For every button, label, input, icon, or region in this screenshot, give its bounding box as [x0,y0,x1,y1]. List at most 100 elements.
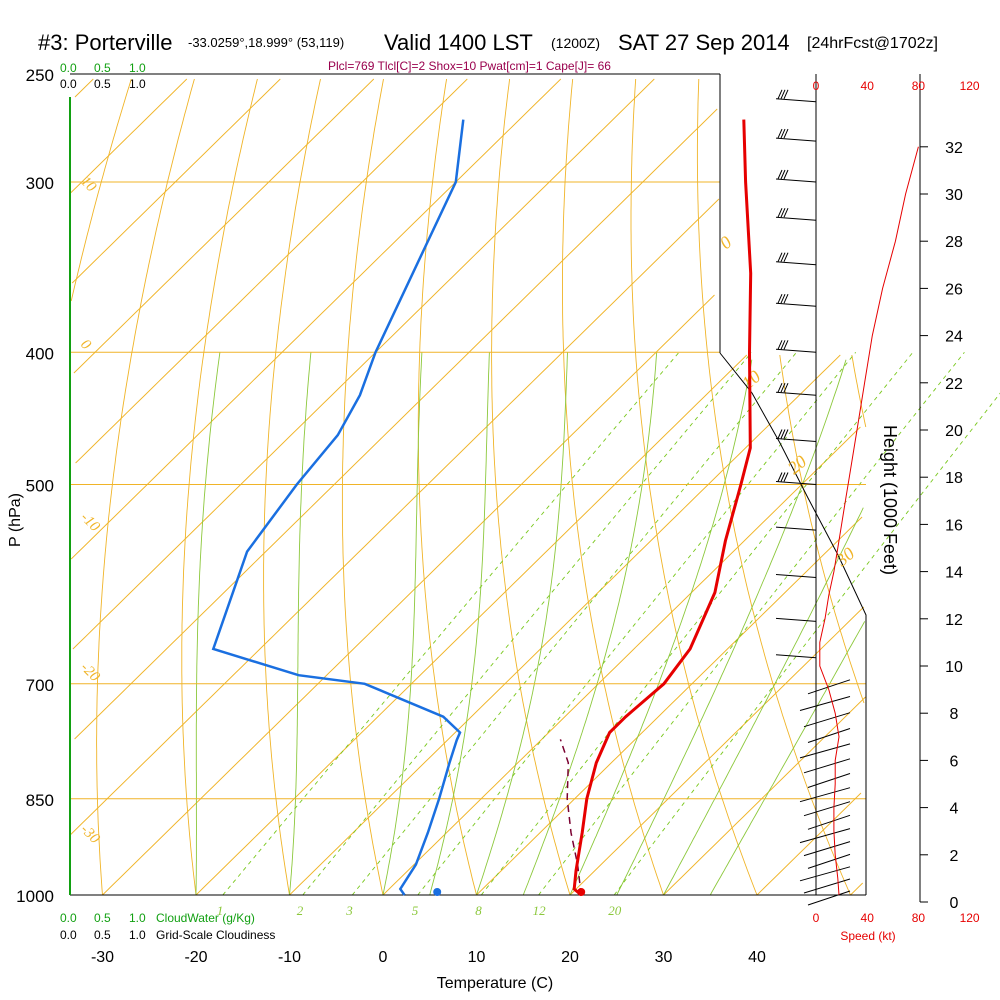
x-tick-label: 30 [655,949,673,966]
wind-barb [775,382,817,396]
speed-tick-label: 120 [960,79,980,93]
wind-barb [807,853,851,869]
stability-indices: Plcl=769 Tlcl[C]=2 Shox=10 Pwat[cm]=1 Ca… [328,59,611,73]
mixing-ratio-label: 2 [297,903,304,918]
isotherm [663,696,866,896]
cloudiness-scale-top-1: 0.5 [94,77,111,91]
height-tick-label: 26 [945,281,963,298]
mixing-ratio-label: 3 [345,903,353,918]
dry-adiabat [417,78,477,896]
y-tick-label: 250 [26,66,54,85]
wind-barb [807,890,851,906]
parcel-path-line [559,739,582,896]
dry-adiabat-lines [70,78,867,896]
surface-temperature-dot [577,888,586,896]
moist-adiabat [709,621,866,896]
height-tick-label: 28 [945,234,963,251]
x-tick-label: -10 [278,949,301,966]
dry-adiabat [341,78,384,896]
wind-barb [807,814,851,830]
wind-barb [807,728,851,743]
isotherm [69,198,720,836]
height-tick-label: 20 [945,423,963,440]
isotherm [71,78,281,284]
mixing-ratio-label: 20 [608,903,622,918]
x-tick-label: 20 [561,949,579,966]
wind-barb [775,89,817,103]
temperature-line [572,119,753,897]
y-tick-label: 400 [26,344,54,363]
wind-barb [799,787,851,803]
height-tick-label: 24 [945,329,963,346]
wind-barb [803,712,851,728]
cloudiness-label: Grid-Scale Cloudiness [156,928,275,942]
valid-time: Valid 1400 LST [384,30,533,55]
forecast-info: [24hrFcst@1702z] [807,35,938,52]
isotherm-label: 10 [77,174,99,196]
isotherm [476,516,863,896]
speed-tick-label: 40 [861,911,875,925]
x-tick-label: -20 [184,949,207,966]
valid-date: SAT 27 Sep 2014 [618,30,790,55]
dry-adiabat [696,78,851,896]
y-axis-label: P (hPa) [7,493,24,547]
height-tick-label: 32 [945,140,963,157]
mixing-ratio-line [480,352,914,896]
x-tick-label: 40 [748,949,766,966]
isotherm [850,882,864,896]
mixing-ratio-label: 8 [475,903,482,918]
y-tick-label: 850 [26,791,54,810]
wind-barb [799,866,851,882]
station-coords: -33.0259°,18.999° (53,119) [188,35,344,50]
cloudiness-scale-top-2: 1.0 [129,77,146,91]
speed-tick-label: 0 [813,911,820,925]
speed-tick-label: 0 [813,79,820,93]
isotherm [569,606,865,896]
cloudiness-scale-bottom-2: 1.0 [129,928,146,942]
wind-barbs [775,89,851,906]
isotherm [75,78,468,464]
dry-adiabat [263,78,321,896]
y-tick-label: 1000 [16,887,54,906]
adiabat-label: 0 [716,232,736,253]
wind-barb [775,293,817,307]
height-tick-label: 22 [945,376,963,393]
height-tick-label: 2 [950,848,959,865]
wind-barb [775,429,817,442]
wind-barb [803,758,851,774]
cloud-scale-bottom: 0.0 0.5 1.0 CloudWater (g/Kg) 0.0 0.5 1.… [60,911,275,942]
dry-adiabat [70,78,132,302]
wind-barb [775,128,817,142]
moist-adiabat [382,352,423,896]
y-tick-label: 300 [26,174,54,193]
station-title: #3: Porterville [38,30,173,55]
moist-adiabat [429,352,490,896]
isotherm [289,354,841,896]
plot-frame [70,73,867,896]
height-tick-label: 8 [950,706,959,723]
x-tick-label: -30 [91,949,114,966]
cloudiness-scale-bottom-1: 0.5 [94,928,111,942]
height-tick-label: 14 [945,565,963,582]
isotherm-lines [69,78,866,896]
speed-tick-label: 80 [912,79,926,93]
isotherm [74,108,718,740]
moist-adiabat [663,507,864,896]
height-tick-label: 10 [945,659,963,676]
wind-barb [807,679,851,695]
wind-speed-line [819,146,919,895]
dry-adiabat [851,354,867,428]
height-tick-label: 0 [950,895,959,912]
wind-barb [803,878,851,894]
y-tick-label: 500 [26,477,54,496]
cloud-scale-top-0: 0.0 [60,61,77,75]
height-tick-label: 12 [945,612,963,629]
wind-barb [775,169,817,183]
speed-tick-label: 120 [960,911,980,925]
moist-adiabat [569,359,753,896]
cloudiness-scale-top-0: 0.0 [60,77,77,91]
isotherm [70,78,188,194]
